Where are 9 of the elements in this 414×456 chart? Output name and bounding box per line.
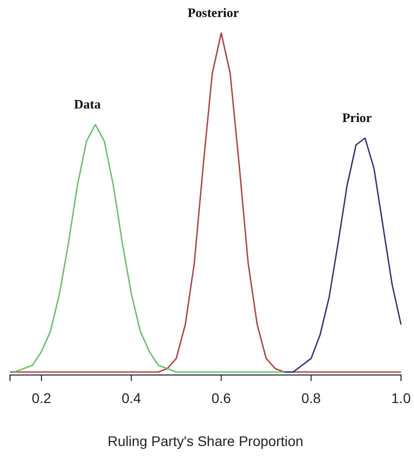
- x-tick-label: 0.4: [122, 390, 142, 406]
- x-axis-title: Ruling Party's Share Proportion: [108, 433, 304, 449]
- x-tick-label: 0.8: [301, 390, 322, 406]
- series-label: Data: [74, 96, 102, 112]
- x-tick-label: 0.2: [32, 390, 52, 406]
- x-tick-label: 1.0: [391, 390, 411, 406]
- series-label: Posterior: [188, 5, 240, 20]
- x-tick-label: 0.6: [211, 390, 232, 406]
- series-label: Prior: [342, 110, 372, 126]
